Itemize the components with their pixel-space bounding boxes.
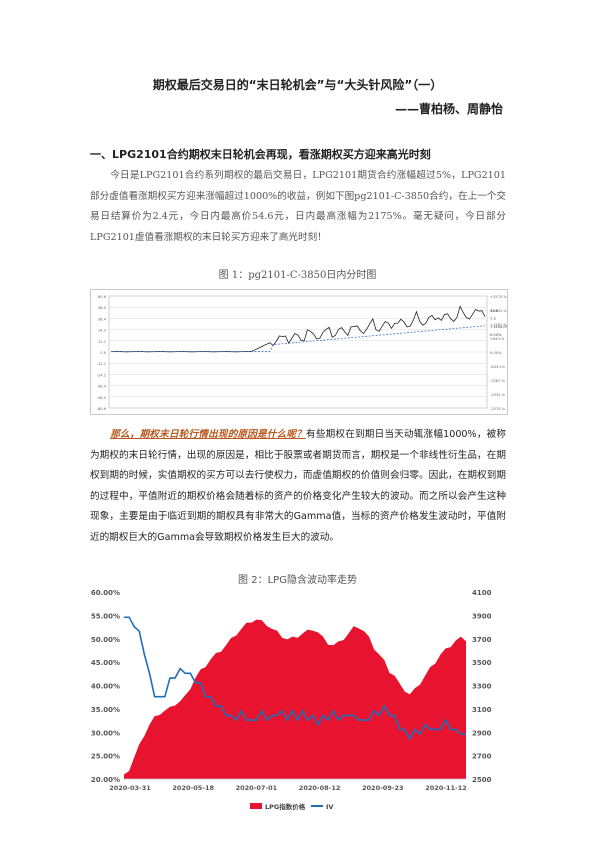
x-axis-tick: 2020-03-31 [109, 784, 151, 792]
right-axis-tick: 3100 [472, 706, 492, 714]
right-axis-tick: 3300 [472, 683, 492, 691]
right-tick-label: -643.1% [490, 365, 506, 369]
figure-2-caption: 图 2：LPG隐含波动率走势 [238, 575, 357, 586]
right-axis-tick: 3500 [472, 659, 492, 667]
left-tick-label: -12.1 [97, 362, 106, 366]
paragraph-2-highlight: 那么，期权末日轮行情出现的原因是什么呢？ [110, 429, 307, 440]
left-tick-label: 12.1 [98, 340, 106, 344]
x-axis-tick: 2020-05-18 [172, 784, 214, 792]
iv-chart: 60.00% 55.00% 50.00% 45.00% 40.00% 35.00% 30.0… [90, 584, 506, 817]
legend-label-lpg: LPG指数价格 [265, 802, 306, 811]
paragraph-2-text: 有些期权在到期日当天动辄涨幅1000%，被称为期权的末日轮行情，出现的原因是，相… [90, 429, 507, 543]
left-tick-label: -36.4 [97, 385, 107, 389]
left-tick-label: 0.0 [100, 351, 106, 355]
legend-label-iv: IV [326, 803, 333, 811]
right-value-label: 54.6 [490, 309, 499, 313]
legend-swatch-lpg [250, 803, 262, 809]
right-tick-label: +2575.% [490, 295, 507, 299]
right-tick-label: +1931.% [490, 309, 507, 313]
right-axis-tick: 4100 [472, 589, 492, 597]
left-axis-tick: 25.00% [91, 753, 120, 761]
left-axis-tick: 55.00% [91, 612, 120, 620]
right-tick-label: +1287.% [490, 323, 507, 327]
iv-line [124, 616, 466, 741]
left-axis-tick: 45.00% [91, 659, 120, 667]
x-axis-tick: 2020-08-12 [299, 784, 341, 792]
right-axis-tick: 2700 [472, 753, 492, 761]
intraday-chart: 60.6 48.5 36.4 24.2 12.1 0.0 -12.1 -24.2 -36.4 -4… [90, 289, 510, 415]
right-value-label: +1444.0% [490, 325, 507, 329]
right-tick-label: +643.% [490, 337, 505, 341]
right-tick-label: -1931.% [490, 393, 506, 397]
author-line: ——曹柏杨、周静怡 [394, 102, 503, 116]
right-value-label: 7.3 [490, 317, 496, 321]
x-axis-tick: 2020-11-12 [425, 784, 467, 792]
left-tick-label: -48.5 [97, 396, 106, 400]
left-tick-label: 36.4 [98, 317, 107, 321]
left-axis-tick: 50.00% [91, 636, 120, 644]
lpg-index-area [124, 619, 466, 779]
left-axis-tick: 35.00% [91, 706, 120, 714]
right-axis-tick: 3900 [472, 612, 492, 620]
right-tick-label: -2575.% [490, 407, 506, 411]
paragraph-1-text: 今日是LPG2101合约系列期权的最后交易日，LPG2101期货合约涨幅超过5%… [90, 170, 506, 243]
paragraph-1: 今日是LPG2101合约系列期权的最后交易日，LPG2101期货合约涨幅超过5%… [90, 166, 506, 248]
left-axis-tick: 30.00% [91, 729, 120, 737]
document-title: 期权最后交易日的“末日轮机会”与“大头针风险”（一） [152, 78, 443, 92]
paragraph-2: 那么，期权末日轮行情出现的原因是什么呢？有些期权在到期日当天动辄涨幅1000%，… [90, 425, 506, 548]
left-tick-label: 24.2 [98, 329, 106, 333]
price-line [110, 305, 486, 353]
intraday-chart-svg: 60.6 48.5 36.4 24.2 12.1 0.0 -12.1 -24.2 -36.4 -4… [97, 295, 510, 411]
right-axis-tick: 2900 [472, 729, 492, 737]
x-axis-tick: 2020-09-23 [362, 784, 404, 792]
left-tick-label: 48.5 [98, 306, 106, 310]
iv-chart-svg: 60.00% 55.00% 50.00% 45.00% 40.00% 35.00% 30.0… [91, 589, 492, 811]
left-axis-tick: 20.00% [91, 776, 120, 784]
section-heading: 一、LPG2101合约期权末日轮机会再现，看涨期权买方迎来高光时刻 [90, 148, 431, 161]
left-tick-label: -60.6 [97, 407, 107, 411]
left-axis-tick: 40.00% [91, 683, 120, 691]
average-price-line [111, 325, 486, 352]
figure-1-caption: 图 1：pg2101-C-3850日内分时图 [218, 270, 377, 281]
right-value-label: 0.00% [490, 333, 502, 337]
x-axis-tick: 2020-07-01 [236, 784, 278, 792]
right-axis-tick: 2500 [472, 776, 492, 784]
right-tick-label: 0.00% [490, 351, 502, 355]
left-tick-label: -24.2 [97, 373, 106, 377]
right-tick-label: -1287.% [490, 379, 506, 383]
left-tick-label: 60.6 [98, 295, 107, 299]
right-axis-tick: 3700 [472, 636, 492, 644]
left-axis-tick: 60.00% [91, 589, 120, 597]
